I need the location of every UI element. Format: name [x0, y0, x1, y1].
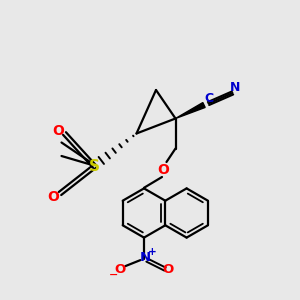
Text: S: S — [89, 159, 100, 174]
Polygon shape — [176, 103, 205, 118]
Text: −: − — [109, 269, 118, 280]
Text: C: C — [204, 92, 213, 105]
Text: O: O — [162, 262, 174, 276]
Text: O: O — [158, 163, 169, 176]
Text: O: O — [47, 190, 59, 204]
Text: O: O — [52, 124, 64, 137]
Text: N: N — [140, 250, 151, 264]
Text: N: N — [230, 81, 240, 94]
Text: +: + — [148, 247, 157, 257]
Text: O: O — [114, 262, 126, 276]
